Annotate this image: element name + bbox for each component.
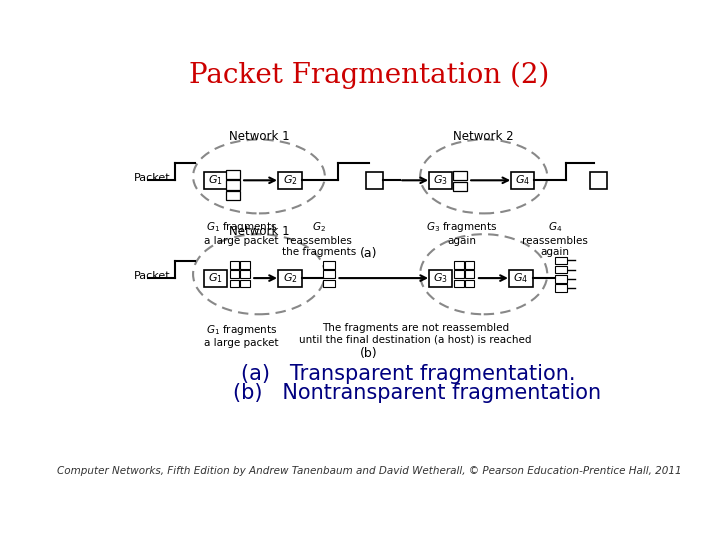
Text: $G_3$ fragments
again: $G_3$ fragments again — [426, 220, 498, 246]
Text: Packet: Packet — [133, 173, 170, 183]
Text: (b): (b) — [360, 347, 378, 360]
Text: $G_1$ fragments
a large packet: $G_1$ fragments a large packet — [204, 323, 279, 348]
Text: $G_2$: $G_2$ — [282, 173, 297, 187]
Text: Network 1: Network 1 — [229, 130, 289, 143]
Bar — [230, 261, 239, 269]
Bar — [555, 266, 567, 273]
Bar — [465, 280, 474, 287]
Bar — [323, 271, 335, 278]
Bar — [323, 261, 335, 269]
Bar — [509, 269, 533, 287]
Text: Packet Fragmentation (2): Packet Fragmentation (2) — [189, 62, 549, 89]
Bar — [510, 172, 534, 189]
Text: Computer Networks, Fifth Edition by Andrew Tanenbaum and David Wetherall, © Pear: Computer Networks, Fifth Edition by Andr… — [57, 465, 681, 476]
Bar — [555, 256, 567, 264]
Text: The fragments are not reassembled
until the final destination (a host) is reache: The fragments are not reassembled until … — [300, 323, 532, 345]
Text: $G_4$
reassembles
again: $G_4$ reassembles again — [522, 220, 588, 258]
Bar — [465, 271, 474, 278]
Bar — [454, 271, 464, 278]
Bar — [428, 172, 452, 189]
Bar — [279, 269, 302, 287]
Bar — [590, 172, 607, 189]
Bar — [555, 275, 567, 283]
Bar — [366, 172, 383, 189]
Bar — [226, 191, 240, 200]
Bar — [226, 170, 240, 179]
Text: $G_1$ fragments
a large packet: $G_1$ fragments a large packet — [204, 220, 279, 246]
Text: Packet: Packet — [133, 271, 170, 281]
Bar — [555, 284, 567, 292]
Text: (a): (a) — [360, 247, 378, 260]
Text: $G_4$: $G_4$ — [515, 173, 530, 187]
Text: $G_4$: $G_4$ — [513, 271, 528, 285]
Bar — [240, 261, 250, 269]
Text: (b)   Nontransparent fragmentation: (b) Nontransparent fragmentation — [233, 383, 601, 403]
Text: $G_1$: $G_1$ — [208, 271, 223, 285]
Bar — [428, 269, 452, 287]
Text: Network 1: Network 1 — [229, 225, 289, 238]
Bar — [240, 280, 250, 287]
Text: $G_3$: $G_3$ — [433, 173, 448, 187]
Bar — [240, 271, 250, 278]
Bar — [226, 180, 240, 190]
Text: $G_3$: $G_3$ — [433, 271, 448, 285]
Bar — [204, 172, 228, 189]
Bar — [454, 182, 467, 191]
Bar — [323, 280, 335, 287]
Text: $G_1$: $G_1$ — [208, 173, 223, 187]
Bar — [230, 280, 239, 287]
Text: Network 2: Network 2 — [454, 130, 514, 143]
Bar — [454, 171, 467, 180]
Bar — [230, 271, 239, 278]
Bar — [279, 172, 302, 189]
Bar — [204, 269, 228, 287]
Bar — [454, 261, 464, 269]
Text: $G_2$
reassembles
the fragments: $G_2$ reassembles the fragments — [282, 220, 356, 258]
Bar — [454, 280, 464, 287]
Bar — [465, 261, 474, 269]
Text: $G_2$: $G_2$ — [282, 271, 297, 285]
Text: (a)   Transparent fragmentation.: (a) Transparent fragmentation. — [241, 364, 575, 384]
